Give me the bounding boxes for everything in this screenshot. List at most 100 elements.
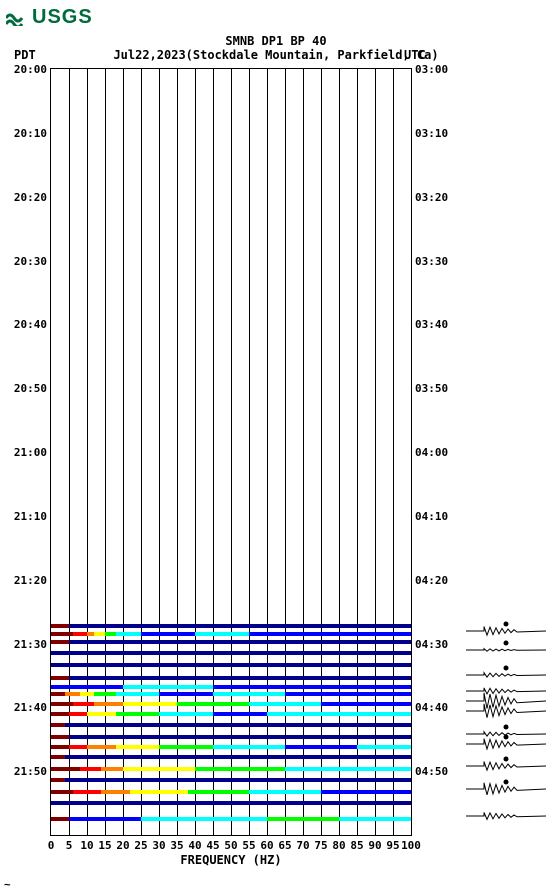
right-tz-label: UTC [404,48,426,62]
x-tick: 20 [116,839,129,852]
spectro-seg [51,702,73,706]
grid-line [321,69,322,835]
spectro-seg [65,778,411,782]
x-tick: 0 [48,839,55,852]
spectro-seg [105,632,116,636]
spectro-seg [357,745,411,749]
spectro-seg [73,702,95,706]
y-tick-right: 04:00 [415,446,448,459]
spectrogram-row [51,755,411,759]
spectrogram-plot: FREQUENCY (HZ) 0510152025303540455055606… [50,68,412,836]
spectro-seg [249,790,321,794]
spectro-seg [51,745,69,749]
y-tick-right: 03:50 [415,382,448,395]
spectro-seg [51,651,411,655]
spectro-seg [51,767,80,771]
spectro-seg [69,745,87,749]
spectro-seg [69,676,411,680]
spectro-seg [51,755,65,759]
grid-line [267,69,268,835]
grid-line [375,69,376,835]
y-tick-right: 03:00 [415,63,448,76]
spectro-seg [339,817,411,821]
spectro-seg [65,723,411,727]
x-tick: 10 [80,839,93,852]
spectro-seg [51,676,69,680]
y-tick-left: 20:30 [14,255,47,268]
seismogram-trace [466,778,546,800]
y-tick-left: 21:00 [14,446,47,459]
spectro-seg [285,767,411,771]
spectrogram-row [51,735,411,739]
grid-line [357,69,358,835]
spectro-seg [51,801,411,805]
spectro-seg [69,624,411,628]
grid-line [393,69,394,835]
spectro-seg [73,632,87,636]
grid-line [159,69,160,835]
spectrogram-row [51,685,411,689]
x-tick: 60 [260,839,273,852]
spectro-seg [188,790,249,794]
spectro-seg [195,767,285,771]
usgs-logo: USGS [6,6,93,29]
spectro-seg [51,692,65,696]
logo-text: USGS [32,6,93,29]
y-tick-left: 20:10 [14,127,47,140]
y-tick-right: 04:30 [415,638,448,651]
left-tz-label: PDT [14,48,36,62]
spectro-seg [141,817,267,821]
spectro-seg [321,790,411,794]
spectro-seg [51,663,411,667]
grid-line [69,69,70,835]
y-tick-right: 04:40 [415,701,448,714]
spectrogram-row [51,817,411,821]
x-tick: 5 [66,839,73,852]
seismogram-trace [466,733,546,755]
spectro-seg [213,685,411,689]
spectrogram-row [51,651,411,655]
grid-line [141,69,142,835]
grid-line [177,69,178,835]
spectro-seg [321,702,411,706]
x-tick: 65 [278,839,291,852]
grid-line [123,69,124,835]
spectro-seg [159,745,213,749]
spectro-seg [195,632,249,636]
spectro-seg [51,624,69,628]
spectro-seg [51,685,123,689]
x-tick: 50 [224,839,237,852]
footer-mark: ~ [4,878,11,891]
y-tick-left: 21:30 [14,638,47,651]
y-tick-right: 03:20 [415,191,448,204]
seismogram-trace [466,805,546,827]
x-tick: 100 [401,839,421,852]
y-tick-left: 20:00 [14,63,47,76]
x-tick: 35 [170,839,183,852]
spectro-seg [116,745,159,749]
x-tick: 30 [152,839,165,852]
spectro-seg [87,745,116,749]
spectro-seg [73,790,102,794]
x-tick: 95 [386,839,399,852]
x-tick: 80 [332,839,345,852]
y-tick-right: 03:30 [415,255,448,268]
grid-line [303,69,304,835]
spectro-seg [94,632,105,636]
y-tick-left: 20:40 [14,318,47,331]
spectrogram-row [51,801,411,805]
spectro-seg [159,712,213,716]
grid-line [285,69,286,835]
spectro-seg [123,767,195,771]
spectro-seg [51,778,65,782]
spectro-seg [65,755,411,759]
spectro-seg [80,692,94,696]
x-tick: 15 [98,839,111,852]
y-tick-left: 21:20 [14,574,47,587]
chart-title: SMNB DP1 BP 40 [0,34,552,48]
y-tick-left: 21:40 [14,701,47,714]
x-tick: 75 [314,839,327,852]
spectrogram-row [51,692,411,696]
grid-line [339,69,340,835]
x-tick: 90 [368,839,381,852]
